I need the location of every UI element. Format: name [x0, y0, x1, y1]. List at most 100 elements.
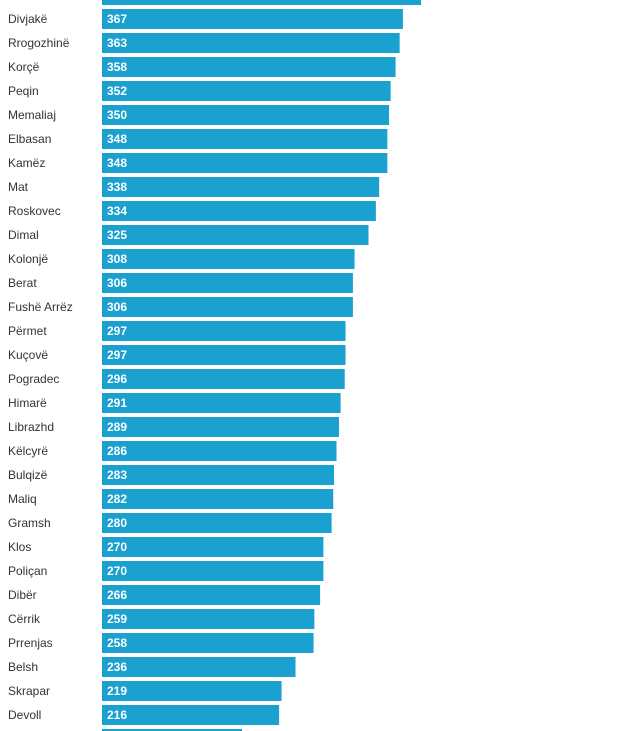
bar — [102, 705, 280, 725]
category-label: Berat — [8, 276, 37, 290]
value-label: 297 — [107, 324, 127, 338]
bar-row: Rrogozhinë 363 — [8, 33, 400, 53]
value-label: 348 — [107, 156, 127, 170]
bar-row: Himarë 291 — [8, 393, 341, 413]
value-label: 358 — [107, 60, 127, 74]
bar — [102, 393, 341, 413]
bar — [102, 657, 296, 677]
bar — [102, 321, 346, 341]
bar — [102, 153, 388, 173]
bar-row: Prrenjas 258 — [8, 633, 314, 653]
category-label: Prrenjas — [8, 636, 53, 650]
category-label: Korçë — [8, 60, 40, 74]
value-label: 219 — [107, 684, 127, 698]
bar — [102, 585, 321, 605]
category-label: Klos — [8, 540, 31, 554]
category-label: Dibër — [8, 588, 37, 602]
value-label: 297 — [107, 348, 127, 362]
value-label: 266 — [107, 588, 127, 602]
value-label: 308 — [107, 252, 127, 266]
bar-row: Berat 306 — [8, 273, 353, 293]
value-label: 334 — [107, 204, 127, 218]
value-label: 289 — [107, 420, 127, 434]
bar — [102, 129, 388, 149]
bar — [102, 225, 369, 245]
category-label: Elbasan — [8, 132, 51, 146]
category-label: Maliq — [8, 492, 37, 506]
category-label: Poliçan — [8, 564, 47, 578]
category-label: Rrogozhinë — [8, 36, 70, 50]
bar — [102, 537, 324, 557]
bar — [102, 9, 403, 29]
value-label: 216 — [107, 708, 127, 722]
category-label: Librazhd — [8, 420, 54, 434]
bar — [102, 345, 346, 365]
category-label: Fushë Arrëz — [8, 300, 73, 314]
value-label: 325 — [107, 228, 127, 242]
bar-row: Divjakë 367 — [8, 9, 403, 29]
category-label: Belsh — [8, 660, 38, 674]
category-label: Kuçovë — [8, 348, 48, 362]
bar — [102, 81, 391, 101]
value-label: 306 — [107, 276, 127, 290]
bar-row: Belsh 236 — [8, 657, 296, 677]
value-label: 270 — [107, 540, 127, 554]
bar-row: Dimal 325 — [8, 225, 369, 245]
bar — [102, 513, 332, 533]
bar — [102, 465, 335, 485]
bar-row: Devoll 216 — [8, 705, 280, 725]
bar — [102, 681, 282, 701]
bar-row: Peqin 352 — [8, 81, 391, 101]
category-label: Divjakë — [8, 12, 48, 26]
value-label: 306 — [107, 300, 127, 314]
bar-row: Korçë 358 — [8, 57, 396, 77]
category-label: Cërrik — [8, 612, 41, 626]
value-label: 367 — [107, 12, 127, 26]
bar-row: Elbasan 348 — [8, 129, 388, 149]
bar-row: Kamëz 348 — [8, 153, 388, 173]
value-label: 363 — [107, 36, 127, 50]
bar-row: Dibër 266 — [8, 585, 321, 605]
value-label: 282 — [107, 492, 127, 506]
bar — [102, 417, 339, 437]
category-label: Gramsh — [8, 516, 51, 530]
value-label: 258 — [107, 636, 127, 650]
bar — [102, 609, 315, 629]
bar-row: Përmet 297 — [8, 321, 346, 341]
bar — [102, 561, 324, 581]
bar — [102, 57, 396, 77]
bar — [102, 633, 314, 653]
value-label: 280 — [107, 516, 127, 530]
bar-row: Gramsh 280 — [8, 513, 332, 533]
category-label: Skrapar — [8, 684, 50, 698]
bar-row: Kolonjë 308 — [8, 249, 355, 269]
value-label: 352 — [107, 84, 127, 98]
bar-row: Librazhd 289 — [8, 417, 339, 437]
value-label: 286 — [107, 444, 127, 458]
value-label: 259 — [107, 612, 127, 626]
category-label: Kamëz — [8, 156, 45, 170]
value-label: 236 — [107, 660, 127, 674]
bar — [102, 273, 353, 293]
category-label: Këlcyrë — [8, 444, 48, 458]
bar — [102, 369, 345, 389]
bar-row: Kuçovë 297 — [8, 345, 346, 365]
category-label: Pogradec — [8, 372, 59, 386]
bar-row: Cërrik 259 — [8, 609, 315, 629]
bar — [102, 33, 400, 53]
value-label: 296 — [107, 372, 127, 386]
category-label: Bulqizë — [8, 468, 48, 482]
bar — [102, 105, 389, 125]
bar — [102, 177, 380, 197]
bar-row: Memaliaj 350 — [8, 105, 389, 125]
value-label: 283 — [107, 468, 127, 482]
value-label: 348 — [107, 132, 127, 146]
bar-row: Poliçan 270 — [8, 561, 324, 581]
bar-row: Pogradec 296 — [8, 369, 345, 389]
bar-row: Roskovec 334 — [8, 201, 376, 221]
value-label: 338 — [107, 180, 127, 194]
bar — [102, 201, 376, 221]
bar-row: Fushë Arrëz 306 — [8, 297, 353, 317]
bar-row: Mat 338 — [8, 177, 380, 197]
